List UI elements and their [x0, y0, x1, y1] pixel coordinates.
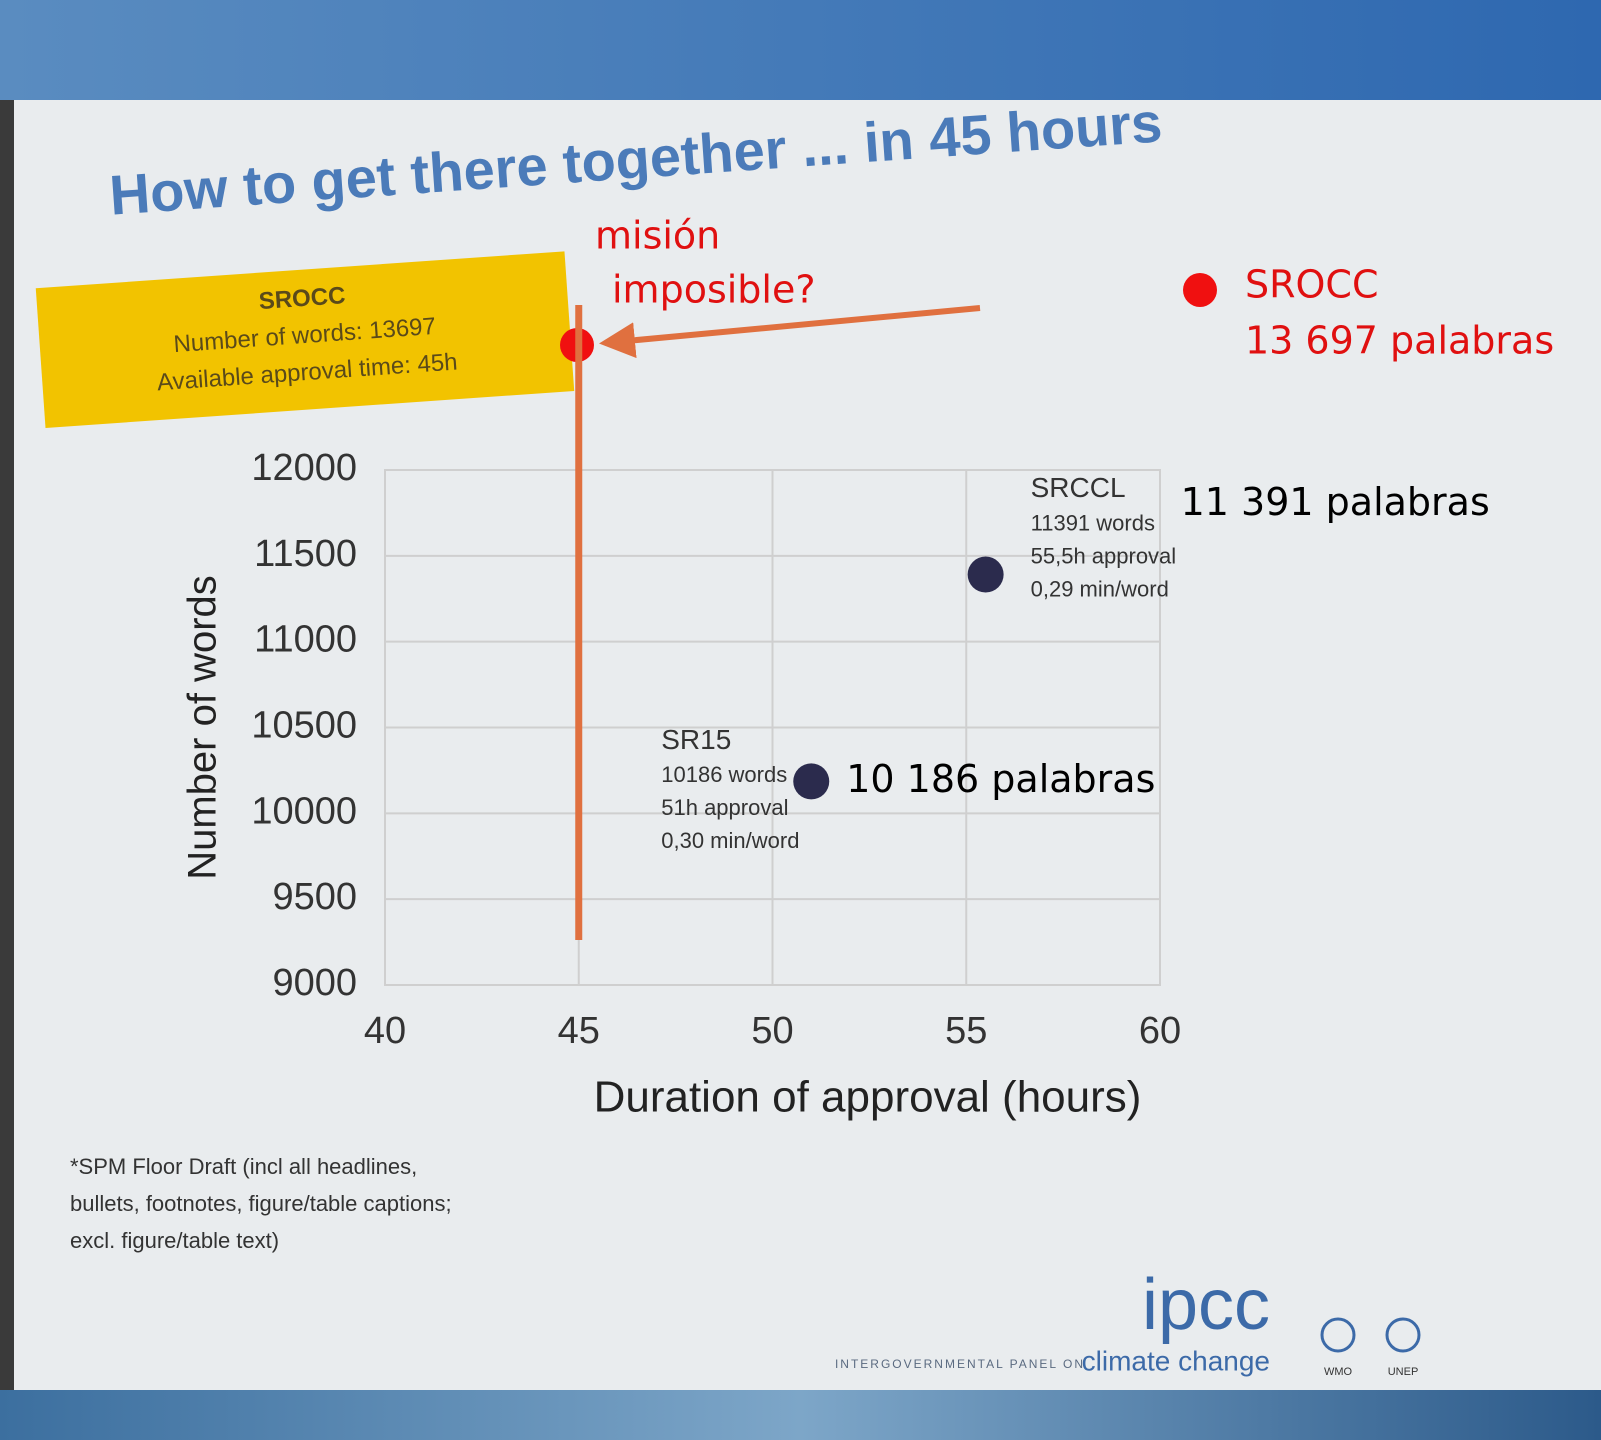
legend-note: 13 697 palabras	[1245, 319, 1554, 363]
point-note: 11 391 palabras	[1181, 480, 1490, 524]
logo-line: INTERGOVERNMENTAL PANEL ON	[835, 1357, 1085, 1371]
legend-dot	[1183, 273, 1217, 307]
y-tick-label: 9500	[272, 876, 357, 918]
y-tick-label: 10000	[251, 790, 357, 832]
y-tick-label: 11500	[254, 533, 357, 575]
point-name: SR15	[661, 724, 731, 755]
point-label: 51h approval	[661, 795, 788, 820]
y-axis-label: Number of words	[181, 575, 225, 880]
x-tick-label: 55	[945, 1010, 987, 1052]
y-tick-label: 11000	[254, 619, 357, 661]
point	[968, 557, 1004, 593]
bottom-band	[0, 1390, 1601, 1440]
x-tick-label: 60	[1139, 1010, 1181, 1052]
point-label: 10186 words	[661, 762, 787, 787]
slide: How to get there together ... in 45 hour…	[0, 0, 1601, 1440]
x-tick-label: 45	[558, 1010, 600, 1052]
footnote: *SPM Floor Draft (incl all headlines,	[70, 1154, 417, 1179]
logo-name: ipcc	[1142, 1265, 1270, 1345]
x-tick-label: 50	[751, 1010, 793, 1052]
legend-note: SROCC	[1245, 263, 1379, 307]
top-band	[0, 0, 1601, 100]
partner-name: UNEP	[1388, 1366, 1419, 1378]
y-tick-label: 10500	[251, 705, 357, 747]
annotation: imposible?	[612, 268, 816, 312]
y-tick-label: 9000	[272, 962, 357, 1004]
footnote: bullets, footnotes, figure/table caption…	[70, 1191, 452, 1216]
point-label: 0,29 min/word	[1031, 576, 1169, 601]
x-tick-label: 40	[364, 1010, 406, 1052]
footnote: excl. figure/table text)	[70, 1228, 279, 1253]
x-axis-label: Duration of approval (hours)	[594, 1073, 1142, 1122]
left-edge	[0, 100, 14, 1390]
point-label: 11391 words	[1031, 510, 1155, 535]
point-label: 55,5h approval	[1031, 543, 1177, 568]
point	[793, 763, 829, 799]
point-label: 0,30 min/word	[661, 828, 799, 853]
y-tick-label: 12000	[251, 447, 357, 489]
point-name: SRCCL	[1031, 472, 1126, 503]
partner-name: WMO	[1324, 1366, 1353, 1378]
point-note: 10 186 palabras	[846, 757, 1155, 801]
annotation: misión	[595, 214, 720, 258]
logo-line: climate change	[1082, 1345, 1270, 1376]
